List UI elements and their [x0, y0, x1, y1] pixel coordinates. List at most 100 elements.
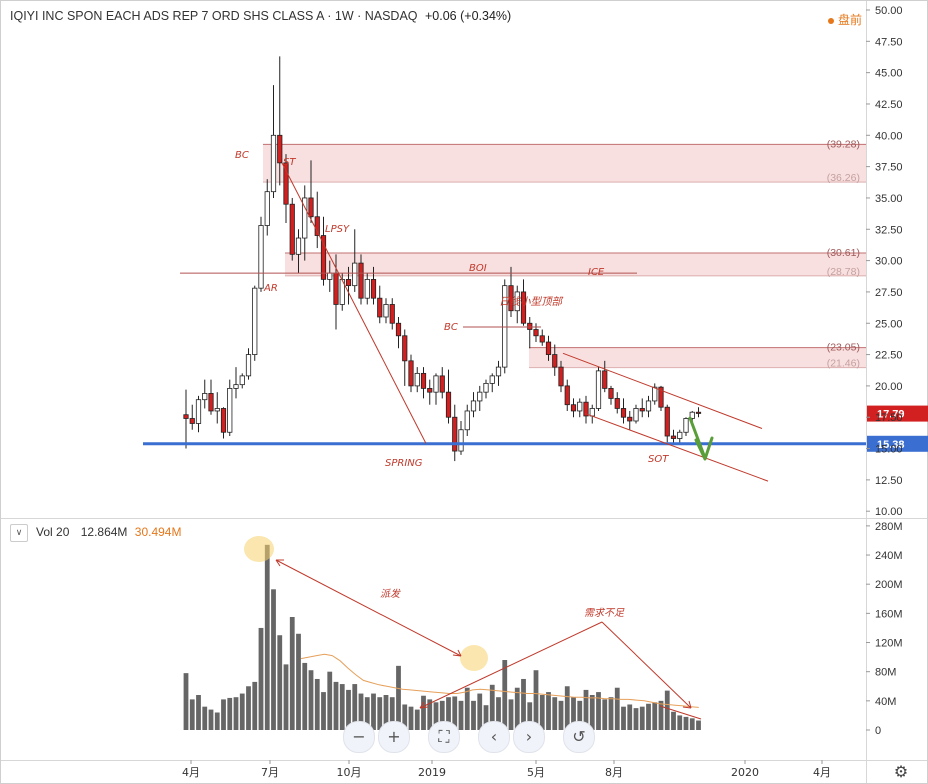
zone-top-label: (30.61)	[827, 247, 860, 259]
candle-body	[458, 429, 464, 452]
candle-body	[252, 287, 258, 355]
volume-ma-line	[300, 653, 699, 708]
volume-bar	[371, 693, 376, 730]
trend-line	[659, 705, 702, 720]
price-tick-label: 10.00	[875, 506, 903, 518]
candle-body	[470, 400, 477, 412]
volume-bar	[464, 687, 470, 730]
candle-body	[433, 375, 439, 393]
candle-body	[195, 399, 202, 424]
candlestick-series	[183, 56, 702, 462]
volume-bar	[264, 544, 270, 730]
volume-bar	[433, 702, 439, 730]
volume-bar	[221, 699, 226, 730]
candle-body	[658, 386, 664, 408]
volume-bar	[321, 692, 326, 730]
candle-body	[233, 384, 239, 389]
volume-bar	[483, 705, 489, 730]
last-price-label: 17.79	[877, 409, 905, 421]
price-tick-label: 20.00	[875, 381, 903, 393]
candle-body	[239, 375, 245, 386]
volume-series	[183, 544, 701, 730]
volume-bar	[364, 697, 370, 730]
volume-bar	[196, 695, 201, 730]
candle-body	[683, 418, 689, 433]
volume-bar	[664, 690, 670, 730]
candle-body	[245, 354, 252, 377]
volume-bar	[508, 699, 514, 730]
highlight-circle	[244, 536, 274, 562]
volume-bar	[339, 684, 345, 730]
candle-body	[670, 435, 677, 439]
zoom-out-button[interactable]: −	[343, 721, 375, 753]
volume-bar	[289, 617, 295, 730]
volume-value: 12.864M	[80, 525, 128, 540]
volume-tick-label: 200M	[875, 579, 903, 591]
premarket-dot-icon	[828, 17, 834, 24]
candle-body	[358, 262, 364, 299]
volume-tick-label: 240M	[875, 550, 903, 562]
volume-tick-label: 0	[875, 725, 881, 737]
volume-bar	[258, 627, 264, 730]
arrow-head-icon	[275, 559, 284, 567]
volume-bar	[652, 702, 658, 730]
volume-bar	[639, 706, 645, 730]
volume-bar	[496, 697, 501, 730]
candle-body	[677, 431, 683, 439]
volume-bar	[189, 699, 195, 730]
candle-body	[602, 370, 608, 389]
scroll-back-button[interactable]: ‹	[478, 721, 510, 753]
candle-body	[352, 262, 358, 287]
volume-bar	[608, 697, 614, 730]
time-tick-label: 8月	[605, 766, 623, 779]
volume-bar	[546, 692, 551, 730]
volume-tick-label: 40M	[875, 696, 896, 708]
volume-bar	[458, 700, 464, 730]
candle-body	[333, 272, 339, 305]
time-tick-label: 2020	[731, 766, 759, 779]
candle-body	[214, 408, 220, 412]
volume-indicator-name: Vol 20	[36, 525, 70, 540]
reset-chart-button[interactable]: ↺	[563, 721, 595, 753]
candle-body	[608, 388, 614, 399]
candle-body	[202, 393, 208, 401]
gear-icon[interactable]: ⚙	[893, 762, 909, 781]
candle-body	[652, 386, 658, 402]
volume-bar	[583, 689, 589, 730]
downtrend-line	[281, 162, 427, 444]
chart-title: IQIYI INC SPON EACH ADS REP 7 ORD SHS CL…	[10, 9, 511, 23]
volume-bar	[396, 665, 401, 730]
wyckoff-label: BC	[444, 322, 458, 333]
symbol-title: IQIYI INC SPON EACH ADS REP 7 ORD SHS CL…	[10, 9, 418, 23]
volume-tick-label: 120M	[875, 638, 903, 650]
time-tick-label: 4月	[813, 766, 831, 779]
candle-body	[627, 416, 633, 422]
volume-bar	[227, 697, 233, 730]
price-tick-label: 37.50	[875, 162, 903, 174]
volume-bar	[527, 702, 533, 730]
volume-bar	[214, 712, 220, 730]
candle-body	[377, 297, 383, 318]
candle-body	[227, 388, 233, 433]
scroll-forward-button[interactable]: ›	[513, 721, 545, 753]
resistance-zone	[529, 347, 866, 368]
candle-body	[408, 360, 414, 387]
wyckoff-label: LPSY	[325, 224, 350, 235]
fit-screen-button[interactable]: ⛶	[428, 721, 460, 753]
price-tick-label: 45.00	[875, 68, 903, 80]
volume-bar	[677, 715, 683, 730]
volume-bar	[314, 678, 320, 730]
zone-bottom-label: (36.26)	[827, 172, 860, 184]
last-price-marker	[867, 405, 928, 422]
resistance-zone	[263, 144, 866, 183]
volume-bar	[521, 678, 526, 730]
collapse-legend-icon[interactable]: ∨	[10, 524, 28, 542]
zoom-in-button[interactable]: +	[378, 721, 410, 753]
candle-body	[445, 391, 452, 418]
channel-lower-line	[584, 412, 769, 482]
volume-bar	[552, 697, 558, 730]
down-arrow-head-icon	[694, 436, 714, 461]
wyckoff-label: ST	[283, 157, 296, 168]
premarket-badge[interactable]: 盘前	[828, 11, 862, 28]
